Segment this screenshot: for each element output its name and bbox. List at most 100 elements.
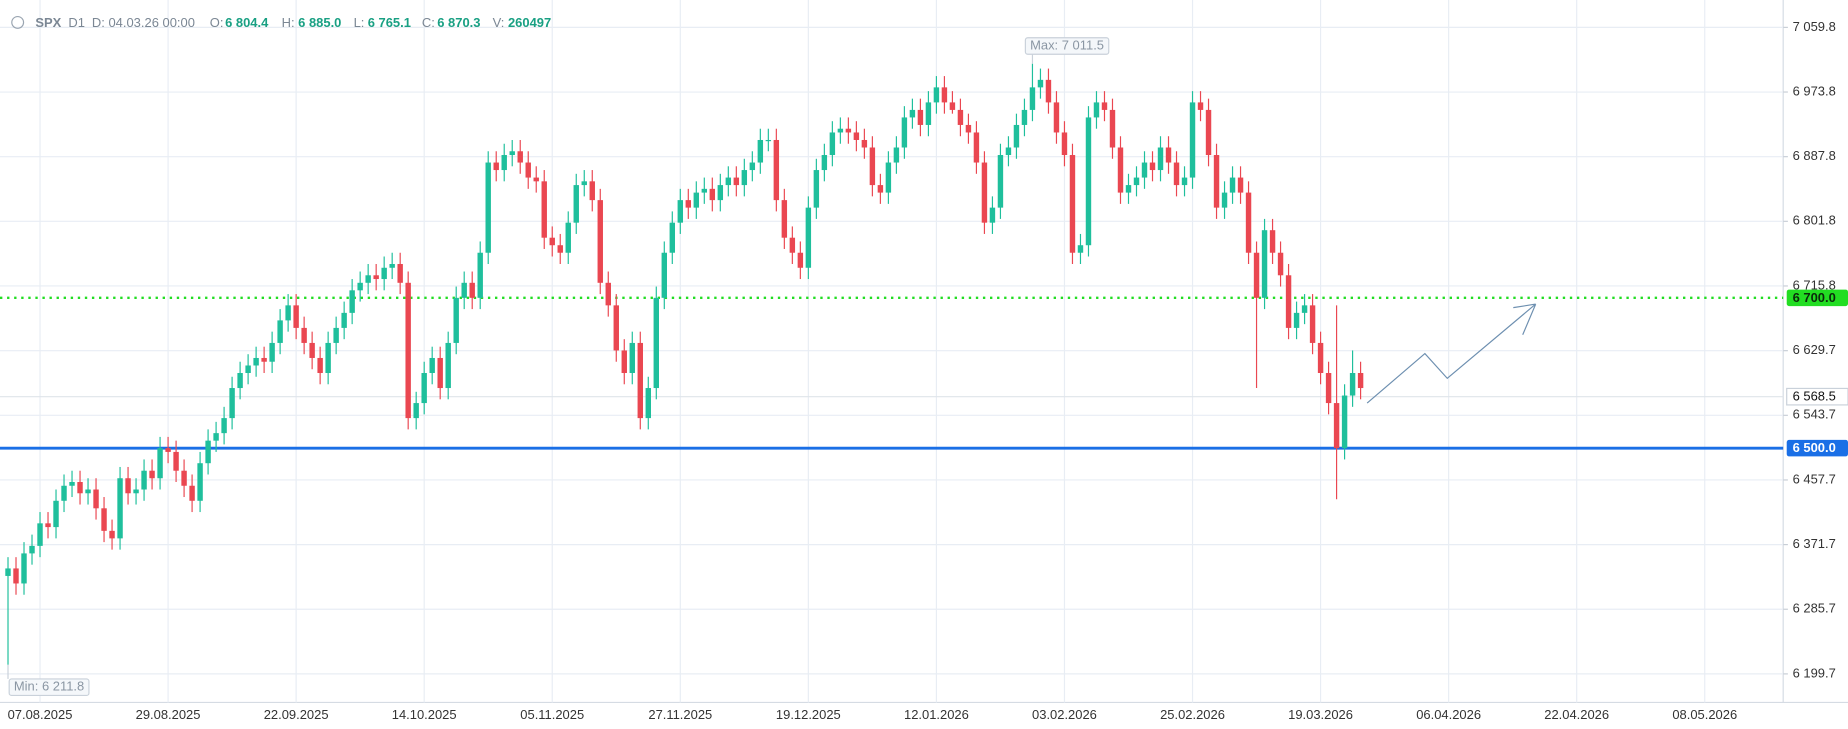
candle-body [1101,102,1108,110]
x-tick-label: 14.10.2025 [392,707,457,722]
candle-body [109,530,115,539]
candle-body [629,342,635,374]
candle-body [325,342,331,374]
candle-body [589,181,595,201]
axis: 07.08.2025 29.08.2025 22.09.2025 14.10.2025… [7,19,1848,722]
candle-body [165,448,171,452]
candle-body [613,305,619,351]
candle-body [981,162,988,223]
level-label: 6 700.0 [1793,290,1836,305]
candle-body [1021,109,1028,125]
candle-body [37,523,43,546]
candle-body [229,388,235,419]
candle-body [285,305,291,321]
candle-body [901,117,908,148]
candle-body [1341,395,1348,449]
candle-body [1141,162,1148,178]
candle-body [1165,147,1172,163]
candle-body [1181,177,1188,186]
candle-body [837,128,844,133]
field-value: 6 765.1 [368,15,411,30]
x-tick-label: 03.02.2026 [1032,707,1097,722]
candle-body [245,365,251,374]
candle-body [877,185,884,193]
candle-body [885,162,892,193]
candle-body [317,357,323,374]
candle-body [453,297,459,343]
x-tick-label: 27.11.2025 [648,707,712,722]
candle-body [653,297,659,389]
candle-body [21,553,27,584]
candle-body [965,124,972,133]
candle-body [1285,275,1292,328]
candle-body [445,342,451,389]
field-label: V: [493,15,505,30]
candle-body [1133,177,1140,186]
y-tick-label: 6 457.7 [1793,471,1836,486]
candle-body [213,433,219,441]
candle-body [909,109,916,118]
candle-body [1357,373,1364,389]
candle-body [781,200,788,238]
candle-body [1277,252,1284,276]
candle-body [69,481,75,486]
candle-body [1085,117,1092,246]
candle-body [565,222,571,253]
candle-body [765,139,772,142]
info-icon[interactable] [11,15,25,29]
candle-body [237,373,243,389]
level-tag [1786,439,1848,457]
candle-body [549,237,555,246]
candle-body [1045,79,1052,103]
candle-body [1301,305,1308,313]
candle-body [1005,147,1012,156]
candle-body [1221,192,1228,208]
x-tick-label: 07.08.2025 [8,707,73,722]
annotation-box [1024,37,1110,55]
candle-body [181,470,187,486]
candle-body [493,162,499,171]
candle-body [725,177,732,186]
candle-body [469,282,475,298]
candle-body [813,170,820,208]
candle-body [221,418,227,434]
candle-body [189,485,195,501]
candle-body [581,181,587,186]
candle-body [205,440,211,464]
candle-body [1317,342,1324,374]
level-tag [1786,289,1848,307]
candle-body [845,128,852,133]
candle-body [149,470,155,479]
candle-body [77,481,83,494]
candle-body [461,282,467,298]
x-tick-label: 06.04.2026 [1416,707,1481,722]
candle-body [1269,230,1276,253]
candle-body [805,207,812,268]
candle-body [293,305,299,328]
candle-body [645,388,651,419]
candle-body [757,139,764,163]
candle-body [621,350,627,374]
candle-body [1261,230,1268,298]
candle-body [517,151,523,163]
candle-body [269,342,275,362]
y-tick-label: 6 371.7 [1793,536,1836,551]
candle-body [477,252,483,298]
x-tick-label: 29.08.2025 [136,707,201,722]
candle-body [93,489,99,509]
candle-body [357,282,363,291]
candle-body [893,147,900,163]
candle-body [941,87,948,103]
candle-body [253,357,259,366]
candle-body [197,463,203,501]
field-label: O: [210,15,224,30]
candle-body [1093,102,1100,118]
candle-body [85,489,91,494]
candle-body [701,188,708,193]
candle-body [125,478,131,494]
candle-body [949,102,956,110]
candle-body [437,357,443,389]
candle-body [997,155,1004,208]
